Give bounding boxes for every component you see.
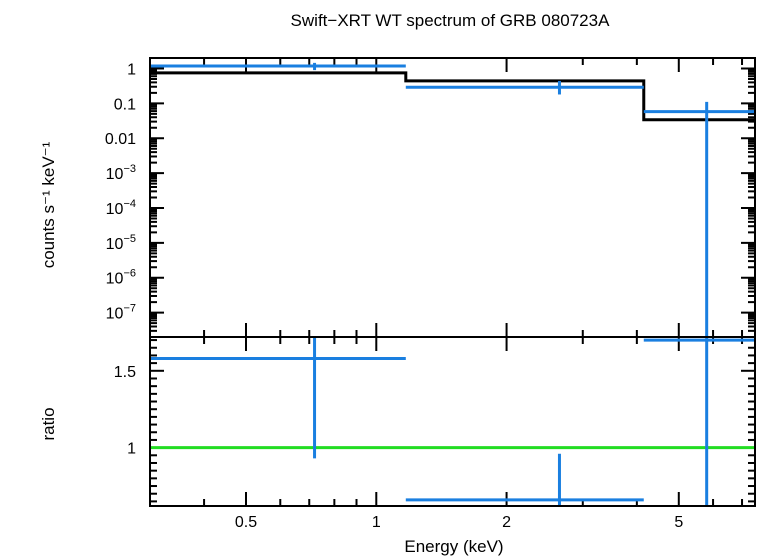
model-step-line — [150, 71, 755, 122]
x-tick-label: 0.5 — [235, 514, 257, 531]
top-y-tick-label: 10−5 — [106, 233, 136, 253]
top-y-tick-label: 10−7 — [106, 303, 136, 323]
x-axis-label: Energy (keV) — [404, 537, 503, 556]
bottom-y-tick-label: 1.5 — [114, 364, 136, 381]
bottom-y-axis-label: ratio — [39, 407, 58, 440]
top-y-tick-label: 10−6 — [106, 268, 136, 288]
top-y-tick-label: 10−3 — [106, 163, 136, 183]
ratio-panel: 0.5 1 2 5 1.5 1 — [114, 336, 756, 531]
spectrum-panel: 1 0.1 0.01 10−3 10−4 10−5 10−6 10−7 — [105, 57, 756, 338]
x-tick-label: 5 — [674, 514, 683, 531]
top-y-tick-label: 10−4 — [106, 198, 136, 218]
x-tick-label: 2 — [502, 514, 511, 531]
x-tick-label: 1 — [372, 514, 381, 531]
spectrum-panel-frame — [149, 57, 756, 338]
top-y-tick-label: 1 — [127, 61, 136, 78]
top-y-tick-label: 0.01 — [105, 131, 136, 148]
ratio-panel-frame — [149, 336, 756, 507]
top-y-axis-label: counts s⁻¹ keV⁻¹ — [39, 141, 58, 268]
top-y-tick-label: 0.1 — [114, 96, 136, 113]
bottom-y-tick-label: 1 — [127, 441, 136, 458]
chart-title: Swift−XRT WT spectrum of GRB 080723A — [291, 11, 611, 30]
